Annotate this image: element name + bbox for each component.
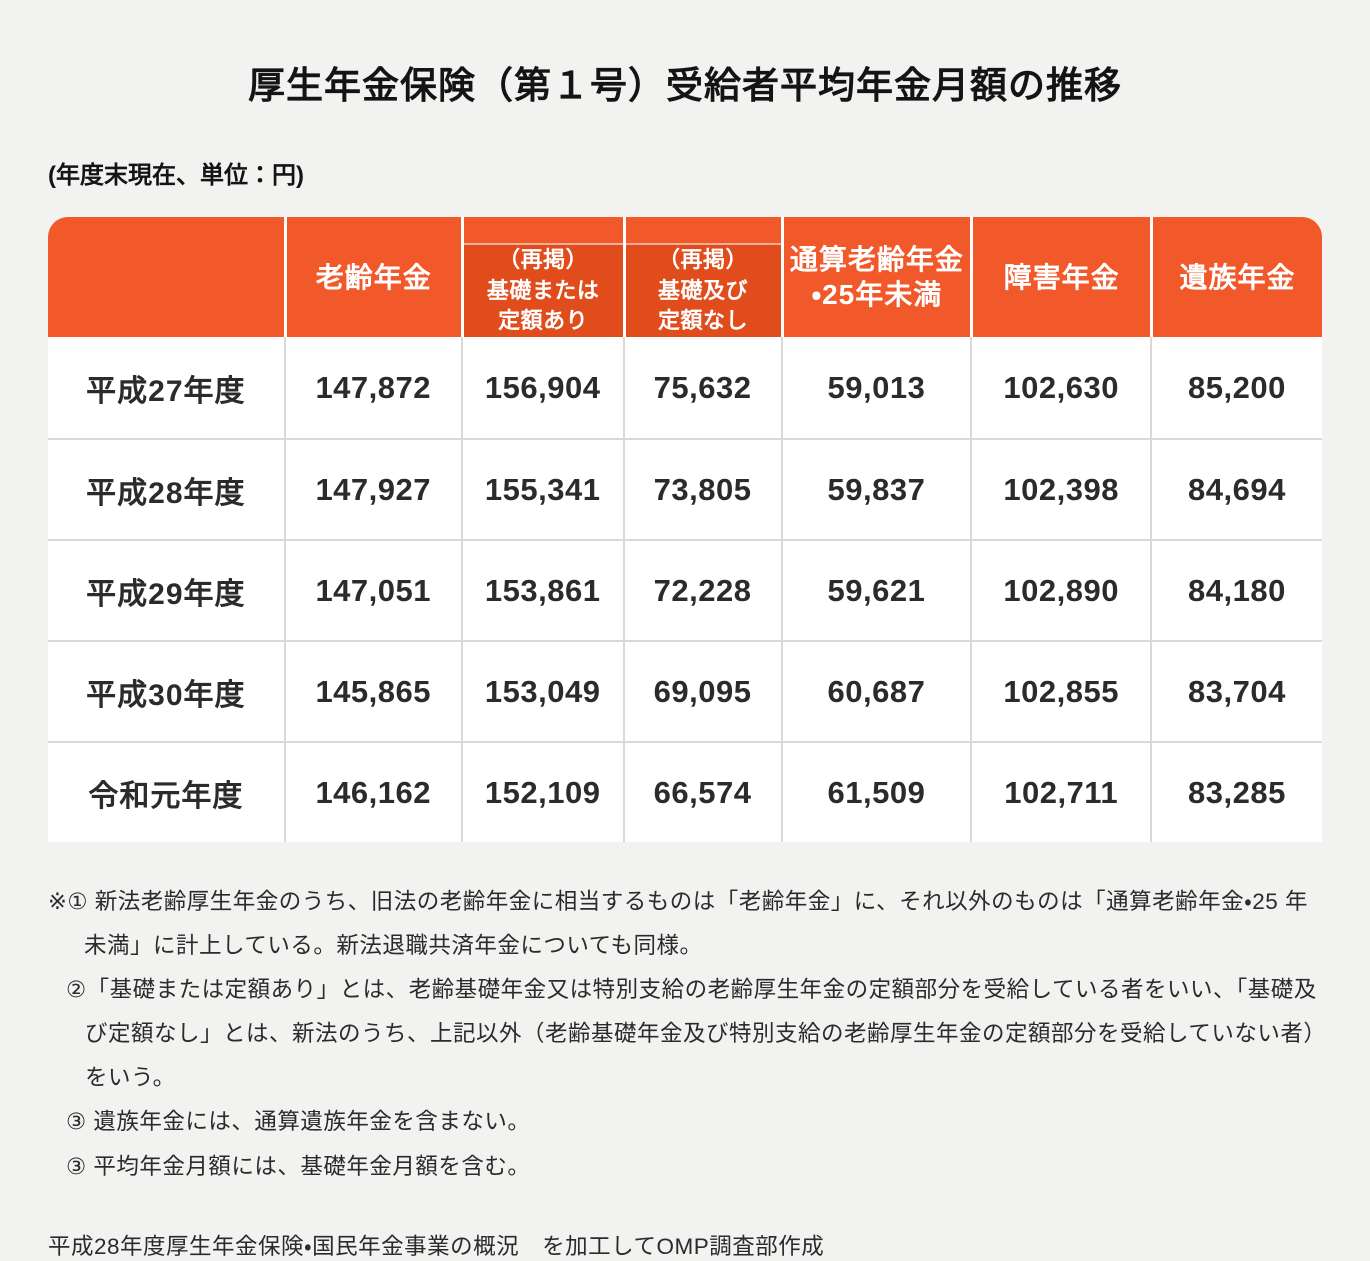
- table-row: 平成27年度 147,872 156,904 75,632 59,013 102…: [48, 337, 1322, 438]
- header-line: （再掲）: [658, 247, 749, 273]
- cell-shogai: 102,398: [970, 440, 1150, 539]
- header-cell-izoku-nenkin: 遺族年金: [1149, 217, 1322, 337]
- cell-rorei: 147,872: [283, 337, 461, 438]
- header-line: ・25年未満: [811, 279, 943, 310]
- cell-kiso-ari: 153,049: [460, 642, 623, 741]
- footnote-2: ②「基礎または定額あり」とは、老齢基礎年金又は特別支給の老齢厚生年金の定額部分を…: [66, 977, 1317, 1091]
- cell-tsusan: 60,687: [780, 642, 971, 741]
- row-year-label: 平成27年度: [86, 374, 246, 408]
- header-line: 基礎または: [486, 277, 600, 303]
- header-line: 基礎及び: [658, 277, 749, 303]
- cell-kiso-nashi: 72,228: [622, 541, 781, 640]
- cell-kiso-nashi: 75,632: [622, 337, 781, 438]
- cell-tsusan: 59,013: [780, 337, 971, 438]
- header-cell-shogai-nenkin: 障害年金: [970, 217, 1150, 337]
- table-row: 平成28年度 147,927 155,341 73,805 59,837 102…: [48, 438, 1322, 539]
- cell-tsusan: 59,621: [780, 541, 971, 640]
- cell-kiso-nashi: 69,095: [622, 642, 781, 741]
- cell-tsusan: 61,509: [780, 743, 971, 842]
- cell-izoku: 83,285: [1149, 743, 1322, 842]
- pension-table: 老齢年金 （再掲） 基礎または 定額あり （再掲） 基礎及び 定額なし 通算老齢…: [48, 217, 1322, 842]
- header-subbox-kiso-nashi: （再掲） 基礎及び 定額なし: [625, 243, 781, 337]
- cell-shogai: 102,630: [970, 337, 1150, 438]
- cell-kiso-ari: 156,904: [460, 337, 623, 438]
- cell-kiso-nashi: 73,805: [622, 440, 781, 539]
- footnotes: ※① 新法老齢厚生年金のうち、旧法の老齢年金に相当するものは「老齢年金」に、それ…: [48, 880, 1322, 1189]
- table-row: 令和元年度 146,162 152,109 66,574 61,509 102,…: [48, 741, 1322, 842]
- cell-rorei: 145,865: [283, 642, 461, 741]
- cell-kiso-nashi: 66,574: [622, 743, 781, 842]
- page-title: 厚生年金保険（第１号）受給者平均年金月額の推移: [248, 65, 1122, 106]
- cell-izoku: 83,704: [1149, 642, 1322, 741]
- table-body: 平成27年度 147,872 156,904 75,632 59,013 102…: [48, 337, 1322, 842]
- cell-tsusan: 59,837: [780, 440, 971, 539]
- cell-rorei: 147,051: [283, 541, 461, 640]
- row-year-label: 平成30年度: [86, 678, 246, 712]
- header-cell-kiso-teigaku-nashi: （再掲） 基礎及び 定額なし: [622, 217, 781, 337]
- row-year-label: 平成29年度: [86, 577, 246, 611]
- row-year-label: 令和元年度: [88, 779, 244, 813]
- page: 厚生年金保険（第１号）受給者平均年金月額の推移 (年度末現在、単位：円) 老齢年…: [48, 65, 1322, 1259]
- footnote-1: ※① 新法老齢厚生年金のうち、旧法の老齢年金に相当するものは「老齢年金」に、それ…: [48, 889, 1309, 959]
- header-line: 通算老齢年金: [789, 244, 964, 275]
- cell-rorei: 146,162: [283, 743, 461, 842]
- cell-kiso-ari: 153,861: [460, 541, 623, 640]
- cell-rorei: 147,927: [283, 440, 461, 539]
- header-cell-tsusan-rorei: 通算老齢年金 ・25年未満: [780, 217, 971, 337]
- cell-shogai: 102,711: [970, 743, 1150, 842]
- header-cell-year-blank: [48, 217, 284, 337]
- header-line: 定額あり: [498, 308, 589, 334]
- unit-note: (年度末現在、単位：円): [48, 162, 304, 189]
- cell-izoku: 84,180: [1149, 541, 1322, 640]
- cell-kiso-ari: 155,341: [460, 440, 623, 539]
- table-header-row: 老齢年金 （再掲） 基礎または 定額あり （再掲） 基礎及び 定額なし 通算老齢…: [48, 217, 1322, 337]
- cell-izoku: 85,200: [1149, 337, 1322, 438]
- cell-kiso-ari: 152,109: [460, 743, 623, 842]
- cell-shogai: 102,855: [970, 642, 1150, 741]
- header-subbox-kiso-ari: （再掲） 基礎または 定額あり: [463, 243, 623, 337]
- header-line: 定額なし: [658, 308, 749, 334]
- footnote-4: ③ 平均年金月額には、基礎年金月額を含む。: [66, 1153, 531, 1179]
- header-cell-rorei-nenkin: 老齢年金: [283, 217, 461, 337]
- table-row: 平成29年度 147,051 153,861 72,228 59,621 102…: [48, 539, 1322, 640]
- cell-izoku: 84,694: [1149, 440, 1322, 539]
- row-year-label: 平成28年度: [86, 476, 246, 510]
- header-line: （再掲）: [498, 247, 589, 273]
- header-cell-kiso-teigaku-ari: （再掲） 基礎または 定額あり: [460, 217, 623, 337]
- source-attribution: 平成28年度厚生年金保険・国民年金事業の概況 を加工してOMP調査部作成: [48, 1233, 825, 1259]
- footnote-3: ③ 遺族年金には、通算遺族年金を含まない。: [66, 1109, 531, 1135]
- table-row: 平成30年度 145,865 153,049 69,095 60,687 102…: [48, 640, 1322, 741]
- cell-shogai: 102,890: [970, 541, 1150, 640]
